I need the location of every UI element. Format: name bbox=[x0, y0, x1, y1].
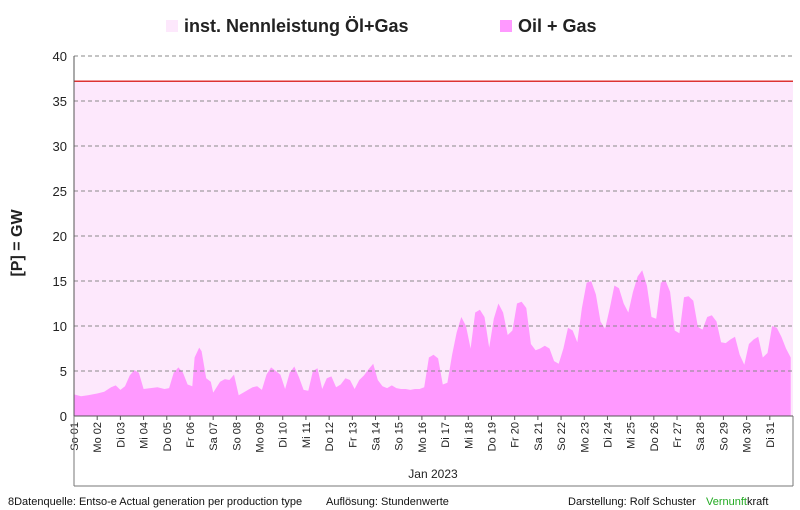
x-axis-label: Jan 2023 bbox=[408, 467, 458, 481]
x-tick-label: Fr 27 bbox=[672, 422, 684, 448]
y-tick-label-0: 0 bbox=[60, 409, 67, 424]
footer-brand: Vernunftkraft bbox=[706, 496, 768, 508]
x-tick-label: Mo 02 bbox=[92, 422, 104, 453]
y-axis-label: [P] = GW bbox=[9, 209, 26, 277]
legend-label-capacity: inst. Nennleistung Öl+Gas bbox=[184, 15, 409, 36]
x-tick-label: Sa 07 bbox=[208, 422, 220, 451]
x-tick-label: So 01 bbox=[69, 422, 81, 451]
footer-brand-part2: kraft bbox=[746, 496, 769, 508]
x-tick-label: Do 05 bbox=[162, 422, 174, 451]
x-tick-label: Di 10 bbox=[278, 422, 290, 448]
x-tick-label: Di 24 bbox=[603, 422, 615, 448]
x-tick-label: Mo 30 bbox=[742, 422, 754, 453]
y-tick-label-35: 35 bbox=[53, 94, 67, 109]
legend-label-oil-gas: Oil + Gas bbox=[518, 15, 597, 36]
chart: 0 5 10 15 20 25 30 35 40 So 01 Mo 02 Di 03 Mi 04 Do 0… bbox=[9, 49, 794, 487]
footer-resolution: Auflösung: Stundenwerte bbox=[326, 496, 449, 508]
x-tick-label: So 15 bbox=[394, 422, 406, 451]
x-tick-label: Fr 20 bbox=[510, 422, 522, 448]
x-tick-label: Sa 28 bbox=[695, 422, 707, 451]
x-tick-label: So 29 bbox=[718, 422, 730, 451]
x-tick-label: Fr 06 bbox=[185, 422, 197, 448]
x-tick-label: Di 03 bbox=[115, 422, 127, 448]
x-tick-label: Sa 21 bbox=[533, 422, 545, 451]
x-tick-label: Mi 18 bbox=[463, 422, 475, 449]
legend-item-oil-gas: Oil + Gas bbox=[500, 12, 597, 40]
y-tick-label-30: 30 bbox=[53, 139, 67, 154]
x-tick-label: Mo 09 bbox=[255, 422, 267, 453]
x-tick-label: So 08 bbox=[231, 422, 243, 451]
oil-gas-area bbox=[74, 270, 791, 416]
x-tick-label: So 22 bbox=[556, 422, 568, 451]
x-tick-label: Mo 16 bbox=[417, 422, 429, 453]
x-tick-label: Di 31 bbox=[765, 422, 777, 448]
y-tick-label-15: 15 bbox=[53, 274, 67, 289]
x-tick-label: Do 12 bbox=[324, 422, 336, 451]
y-tick-label-10: 10 bbox=[53, 319, 67, 334]
x-tick-label: Do 19 bbox=[487, 422, 499, 451]
y-tick-label-20: 20 bbox=[53, 229, 67, 244]
legend-swatch-capacity bbox=[166, 20, 178, 32]
x-tick-label: Do 26 bbox=[649, 422, 661, 451]
footer-brand-part1: Vernunft bbox=[706, 496, 747, 508]
x-tick-label: Di 17 bbox=[440, 422, 452, 448]
x-tick-label: Mo 23 bbox=[579, 422, 591, 453]
footer-author: Darstellung: Rolf Schuster bbox=[568, 496, 696, 508]
x-tick-label: Mi 11 bbox=[301, 422, 313, 448]
x-tick-label: Mi 04 bbox=[139, 422, 151, 449]
legend-item-capacity: inst. Nennleistung Öl+Gas bbox=[166, 12, 409, 40]
y-tick-label-5: 5 bbox=[60, 364, 67, 379]
y-tick-label-40: 40 bbox=[53, 49, 67, 64]
x-tick-label: Fr 13 bbox=[347, 422, 359, 448]
footer-source: 8Datenquelle: Entso-e Actual generation … bbox=[8, 496, 303, 508]
x-tick-label: Mi 25 bbox=[626, 422, 638, 449]
y-tick-label-25: 25 bbox=[53, 184, 67, 199]
x-tick-label: Sa 14 bbox=[371, 422, 383, 451]
legend-swatch-oil-gas bbox=[500, 20, 512, 32]
